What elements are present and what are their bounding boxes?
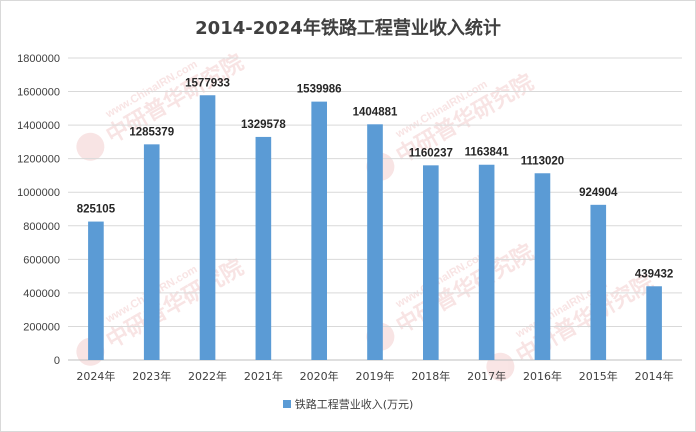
bar	[255, 136, 272, 360]
bar	[478, 164, 495, 360]
x-category-label: 2018年	[411, 369, 450, 383]
y-tick-label: 800000	[23, 221, 60, 233]
y-tick-label: 1000000	[17, 187, 60, 199]
bar	[423, 165, 439, 360]
watermark-logo-icon	[76, 132, 105, 161]
y-tick-label: 1800000	[17, 53, 60, 65]
data-label: 825105	[77, 204, 116, 216]
y-tick-label: 1200000	[17, 154, 60, 166]
bar	[367, 124, 383, 360]
x-category-label: 2016年	[523, 369, 562, 383]
data-label: 439432	[635, 268, 673, 280]
x-category-label: 2015年	[579, 369, 618, 383]
data-label: 1285379	[129, 126, 174, 138]
data-label: 1113020	[521, 155, 565, 167]
data-label: 1539986	[297, 84, 342, 96]
y-tick-label: 200000	[23, 321, 60, 333]
y-tick-label: 0	[54, 355, 60, 367]
data-label: 1404881	[353, 106, 398, 118]
x-category-label: 2017年	[467, 369, 506, 383]
x-category-label: 2022年	[188, 369, 227, 383]
x-category-label: 2023年	[132, 369, 171, 383]
bars	[88, 95, 662, 360]
x-category-label: 2024年	[76, 369, 115, 383]
data-labels: 825105 1285379 1577933 1329578 1539986 140488…	[77, 77, 674, 280]
bar	[311, 101, 327, 360]
legend-swatch	[282, 400, 291, 408]
data-label: 1160237	[409, 147, 453, 159]
y-tick-label: 400000	[23, 288, 60, 300]
bar	[199, 95, 216, 360]
y-tick-label: 1600000	[17, 87, 60, 99]
y-tick-label: 1400000	[17, 120, 60, 132]
x-category-label: 2020年	[300, 369, 339, 383]
y-tick-label: 600000	[23, 254, 60, 266]
x-category-label: 2019年	[356, 369, 395, 383]
bar	[88, 221, 104, 360]
x-category-label: 2021年	[244, 369, 283, 383]
bar	[534, 173, 551, 360]
x-category-label: 2014年	[635, 369, 674, 383]
y-axis-ticks: 0 200000 400000 600000 800000 1000000 1200000 1…	[17, 53, 60, 367]
x-axis-categories: 2024年 2023年 2022年 2021年 2020年 2019年 2018年 2017年…	[76, 369, 673, 383]
bar	[590, 204, 607, 360]
legend-label: 铁路工程营业收入(万元)	[294, 398, 414, 411]
data-label: 1329578	[241, 119, 286, 131]
bar	[143, 144, 160, 360]
bar	[646, 286, 662, 360]
chart-title: 2014-2024年铁路工程营业收入统计	[195, 18, 501, 39]
data-label: 1163841	[465, 147, 510, 159]
legend: 铁路工程营业收入(万元)	[0, 396, 696, 412]
data-label: 1577933	[185, 77, 230, 89]
data-label: 924904	[579, 187, 618, 199]
